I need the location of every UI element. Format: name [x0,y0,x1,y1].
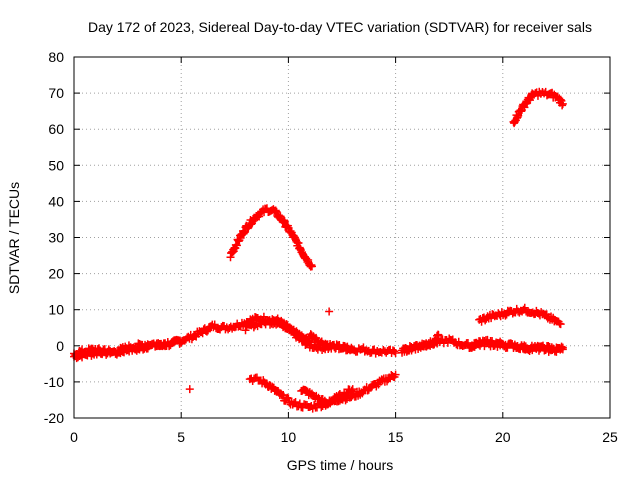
data-point [391,370,400,379]
y-tick-label: 50 [48,157,64,173]
data-point [481,316,490,325]
data-point [556,320,565,329]
x-tick-label: 15 [388,429,404,445]
data-points-layer [70,87,567,413]
y-tick-label: 40 [48,193,64,209]
x-axis-label: GPS time / hours [287,457,394,473]
data-point [434,330,443,339]
data-point [520,303,529,312]
data-point [177,338,186,347]
x-tick-label: 25 [602,429,618,445]
data-point [241,326,250,335]
data-point [347,343,356,352]
y-tick-label: 30 [48,230,64,246]
data-point [557,342,566,351]
x-tick-label: 10 [281,429,297,445]
data-point [477,317,486,326]
data-point [544,341,553,350]
data-point [501,311,510,320]
data-point [114,348,123,357]
data-point [185,385,194,394]
y-axis-label: SDTVAR / TECUs [6,182,22,294]
data-point [175,339,184,348]
data-point [467,343,476,352]
ticks-layer: 0 5 10 15 20 25 -20 -10 0 10 20 30 40 50 60 70 80 [44,49,618,445]
y-tick-label: 20 [48,266,64,282]
x-tick-label: 5 [177,429,185,445]
data-point [348,385,357,394]
data-point [348,345,357,354]
y-tick-label: 80 [48,49,64,65]
y-tick-label: 10 [48,302,64,318]
x-tick-label: 0 [70,429,78,445]
data-point [291,398,300,407]
data-point [210,320,219,329]
data-point [390,347,399,356]
x-tick-label: 20 [495,429,511,445]
y-tick-label: 0 [56,338,64,354]
data-point [102,350,111,359]
data-point [202,327,211,336]
data-point [347,386,356,395]
chart-title: Day 172 of 2023, Sidereal Day-to-day VTE… [88,19,592,35]
data-point [271,206,280,215]
y-tick-label: -10 [44,374,64,390]
data-point [307,262,316,271]
data-point [268,382,277,391]
y-tick-label: -20 [44,410,64,426]
data-point [506,339,515,348]
data-point [277,318,286,327]
data-point [558,99,567,108]
data-point [558,343,567,352]
data-point [304,337,313,346]
y-tick-label: 60 [48,121,64,137]
grid-layer [74,57,610,418]
data-point [325,307,334,316]
y-tick-label: 70 [48,85,64,101]
